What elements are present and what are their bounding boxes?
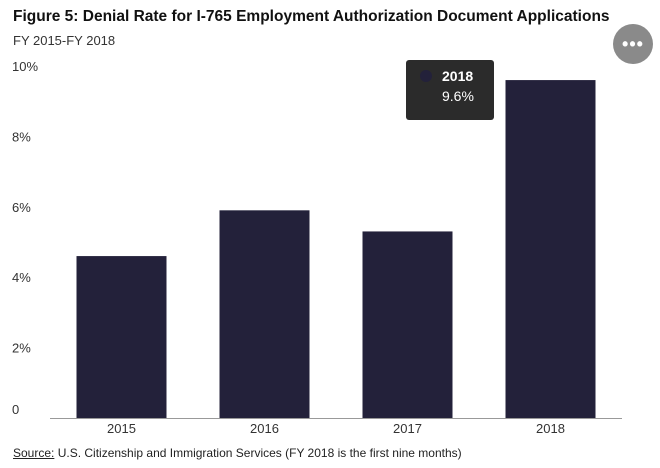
y-tick-label: 10% xyxy=(12,59,38,74)
tooltip-category: 2018 xyxy=(442,68,474,84)
source-text: U.S. Citizenship and Immigration Service… xyxy=(54,446,462,460)
x-tick-label: 2017 xyxy=(393,421,422,436)
more-options-icon[interactable]: ••• xyxy=(613,24,653,64)
y-tick-label: 4% xyxy=(12,270,31,285)
y-tick-label: 8% xyxy=(12,129,31,144)
bar xyxy=(505,80,596,418)
chart-subtitle: FY 2015-FY 2018 xyxy=(13,33,116,48)
source-note: Source: U.S. Citizenship and Immigration… xyxy=(13,446,462,460)
bar xyxy=(219,210,310,418)
tooltip-series-dot xyxy=(420,70,432,82)
x-tick-label: 2016 xyxy=(250,421,279,436)
x-tick-label: 2018 xyxy=(536,421,565,436)
y-tick-label: 0 xyxy=(12,402,19,417)
bar xyxy=(76,256,167,418)
x-tick-label: 2015 xyxy=(107,421,136,436)
y-tick-label: 6% xyxy=(12,200,31,215)
y-tick-label: 2% xyxy=(12,341,31,356)
source-link[interactable]: Source: xyxy=(13,446,55,460)
bar xyxy=(362,231,453,418)
chart-tooltip: 2018 9.6% xyxy=(406,60,494,120)
chart-title: Figure 5: Denial Rate for I-765 Employme… xyxy=(13,8,610,25)
tooltip-value: 9.6% xyxy=(442,88,474,104)
